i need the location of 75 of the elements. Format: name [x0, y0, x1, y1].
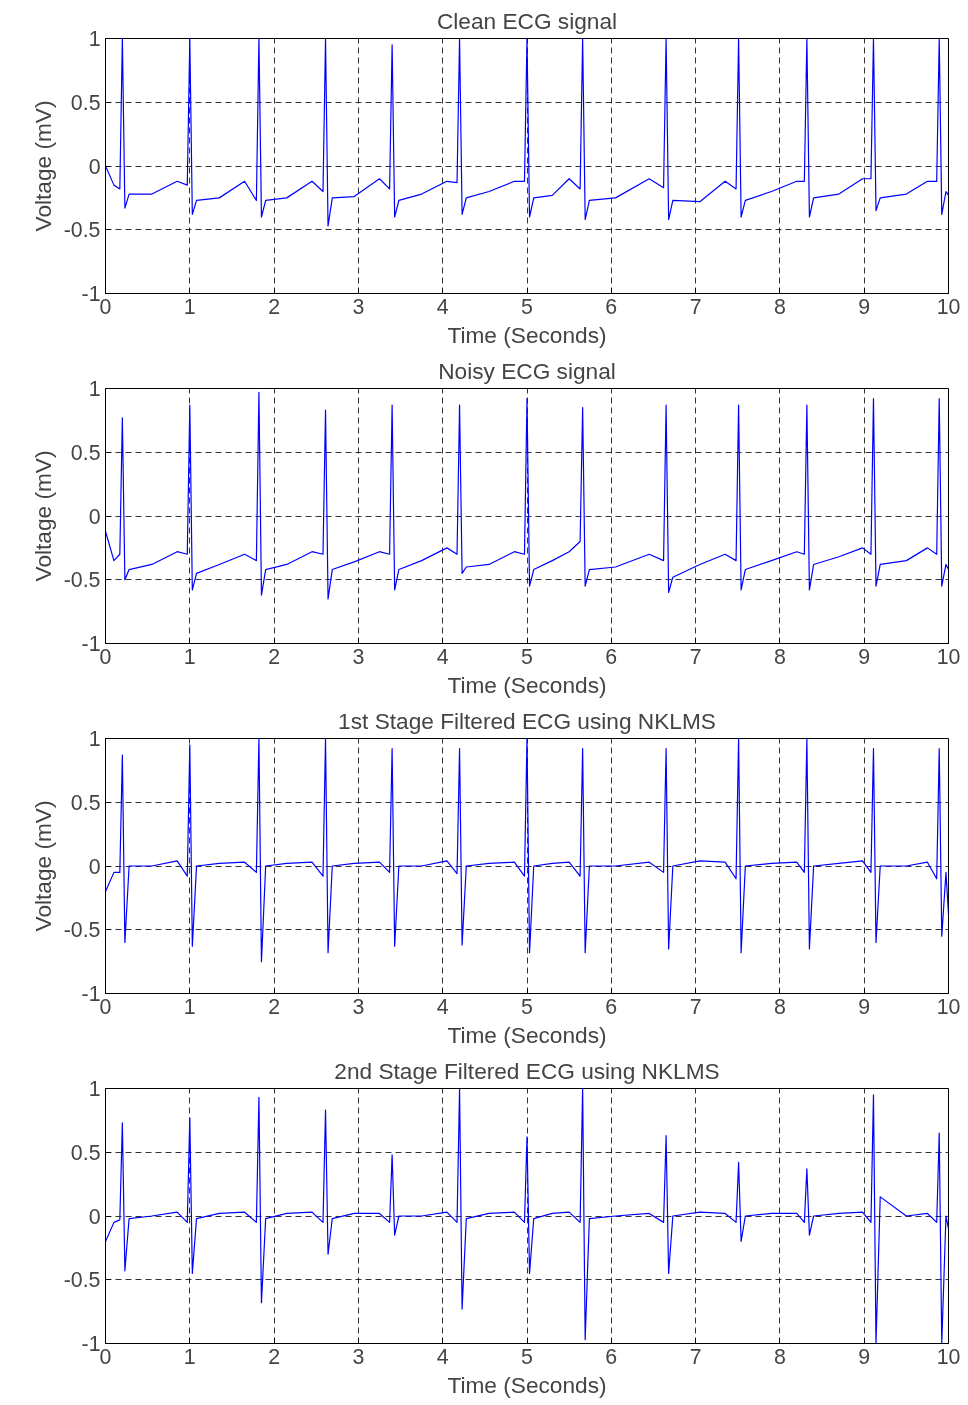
x-tick-label: 10	[936, 294, 961, 319]
chart-title: 2nd Stage Filtered ECG using NKLMS	[334, 1057, 720, 1084]
x-tick-label: 6	[605, 644, 618, 669]
x-tick-label: 7	[689, 1344, 702, 1369]
y-tick-label: 0.5	[70, 1140, 101, 1165]
x-tick-label: 5	[521, 644, 533, 669]
x-tick-label: 9	[858, 1344, 871, 1369]
x-tick-label: 6	[605, 1344, 618, 1369]
y-tick-label: -1	[81, 982, 101, 1006]
line-series	[105, 1088, 949, 1344]
y-axis-title: Voltage (mV)	[29, 100, 56, 232]
y-tick-label: 0	[88, 154, 101, 179]
x-tick-label: 3	[352, 994, 365, 1019]
y-tick-label: -0.5	[63, 1268, 101, 1293]
x-tick-label: 5	[521, 1344, 533, 1369]
y-tick-label: -0.5	[63, 218, 101, 243]
x-tick-label: 7	[689, 294, 702, 319]
x-tick-label: 3	[352, 294, 365, 319]
x-tick-label: 4	[436, 294, 449, 319]
x-tick-label: 8	[773, 1344, 786, 1369]
x-tick-label: 9	[858, 644, 871, 669]
chart-title: Clean ECG signal	[436, 7, 618, 34]
chart-title: Noisy ECG signal	[438, 357, 616, 384]
line-series	[105, 738, 949, 963]
y-tick-label: -1	[81, 282, 101, 306]
x-tick-label: 10	[936, 1344, 961, 1369]
y-tick-label: 1	[88, 377, 101, 401]
x-tick-label: 7	[689, 994, 702, 1019]
y-tick-label: 0	[88, 1204, 101, 1229]
y-axis-title: Voltage (mV)	[29, 800, 56, 932]
y-tick-label: -1	[81, 632, 101, 656]
x-tick-label: 7	[689, 644, 702, 669]
x-tick-label: 3	[352, 644, 365, 669]
chart-title: 1st Stage Filtered ECG using NKLMS	[338, 707, 716, 734]
x-tick-label: 8	[773, 294, 786, 319]
y-tick-label: 0	[88, 504, 101, 529]
y-tick-label: 0.5	[70, 90, 101, 115]
y-tick-label: 1	[88, 727, 101, 751]
y-tick-label: -1	[81, 1332, 101, 1356]
x-axis-title: Time (Seconds)	[447, 671, 607, 698]
y-tick-label: -0.5	[63, 918, 101, 943]
x-tick-label: 4	[436, 994, 449, 1019]
x-tick-label: 10	[936, 994, 961, 1019]
x-tick-label: 2	[268, 644, 281, 669]
x-tick-label: 9	[858, 294, 871, 319]
x-tick-label: 2	[268, 294, 281, 319]
y-tick-label: -0.5	[63, 568, 101, 593]
x-tick-label: 5	[521, 294, 533, 319]
x-tick-label: 8	[773, 644, 786, 669]
x-tick-label: 9	[858, 994, 871, 1019]
x-tick-label: 5	[521, 994, 533, 1019]
x-tick-label: 1	[183, 1344, 196, 1369]
x-axis-title: Time (Seconds)	[447, 321, 607, 348]
y-tick-label: 0.5	[70, 440, 101, 465]
x-tick-label: 6	[605, 294, 618, 319]
y-tick-label: 1	[88, 1077, 101, 1101]
y-tick-label: 0.5	[70, 790, 101, 815]
x-axis-title: Time (Seconds)	[447, 1021, 607, 1048]
line-series	[105, 391, 949, 600]
x-tick-label: 4	[436, 644, 449, 669]
y-tick-label: 1	[88, 27, 101, 51]
x-axis-title: Time (Seconds)	[447, 1371, 607, 1398]
x-tick-label: 3	[352, 1344, 365, 1369]
x-tick-label: 2	[268, 1344, 281, 1369]
y-axis-title: Voltage (mV)	[29, 450, 56, 582]
x-tick-label: 8	[773, 994, 786, 1019]
x-tick-label: 4	[436, 1344, 449, 1369]
y-tick-label: 0	[88, 854, 101, 879]
x-tick-label: 10	[936, 644, 961, 669]
x-tick-label: 2	[268, 994, 281, 1019]
x-tick-label: 1	[183, 994, 196, 1019]
x-tick-label: 1	[183, 294, 196, 319]
line-series	[105, 38, 949, 227]
x-tick-label: 1	[183, 644, 196, 669]
x-tick-label: 6	[605, 994, 618, 1019]
